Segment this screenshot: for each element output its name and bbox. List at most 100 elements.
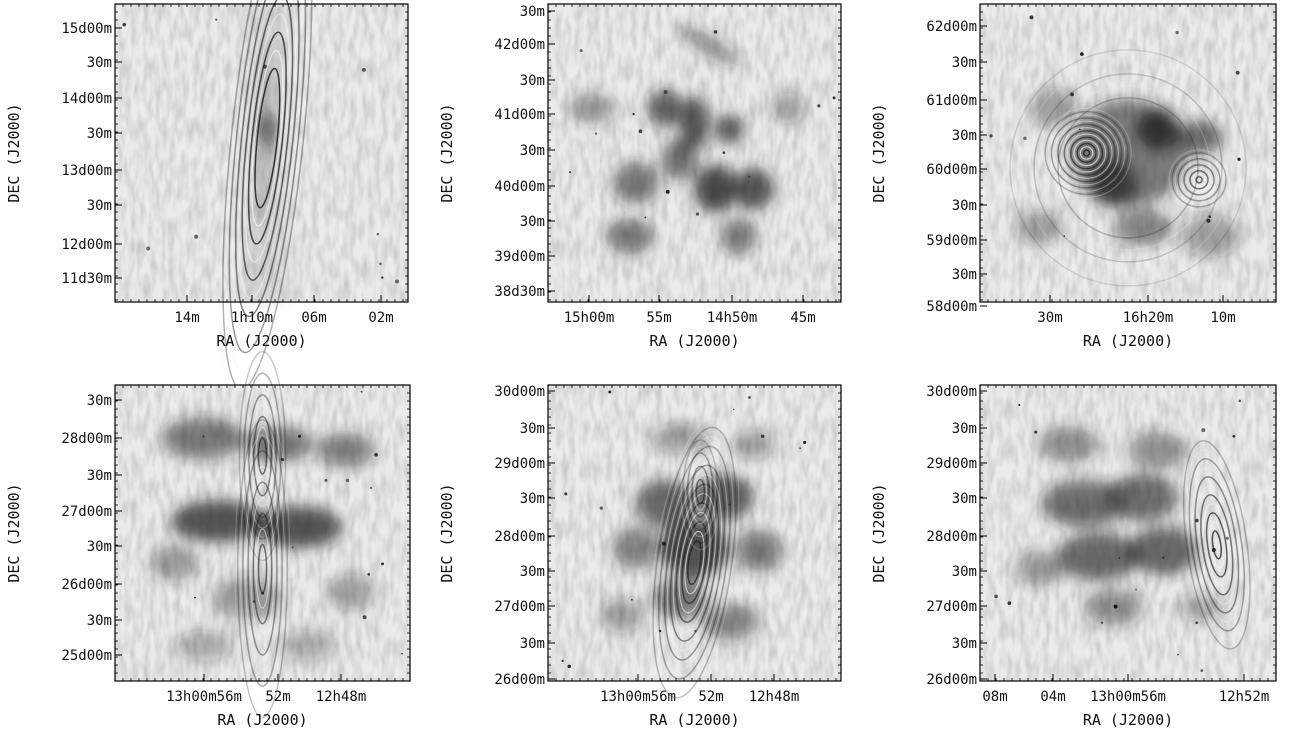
x-axis-label: RA (J2000): [1083, 711, 1173, 729]
y-tick-label: 30m: [520, 143, 545, 159]
y-tick-label: 61d00m: [926, 93, 977, 109]
x-tick-label: 14m: [174, 310, 199, 326]
x-tick-label: 16h20m: [1123, 310, 1174, 326]
panel-6: 08m 04m 13h00m56m 12h52m 30d00m 30m 29d00m 30m 2…: [870, 384, 1277, 729]
minor-ticks: [115, 385, 410, 681]
y-tick-label: 15d00m: [61, 21, 112, 37]
panel-4: 13h00m56m 52m 12h48m 30m 28d00m 30m 27d00m 30m 2…: [5, 350, 411, 734]
y-tick-label: 30m: [87, 393, 112, 409]
x-tick-label: 12h48m: [749, 689, 800, 705]
radio-map-image: [980, 385, 1276, 681]
y-tick-label: 30m: [87, 55, 112, 71]
point-sources: [561, 390, 807, 669]
y-axis-label: DEC (J2000): [5, 103, 23, 202]
y-tick-label: 30m: [952, 421, 977, 437]
y-tick-label: 28d00m: [494, 529, 545, 545]
outer-rings: [997, 37, 1259, 299]
y-tick-label: 30m: [87, 198, 112, 214]
y-axis-label: DEC (J2000): [438, 103, 456, 202]
diffuse-emission: [600, 423, 783, 640]
y-tick-label: 30m: [952, 491, 977, 507]
x-tick-label: 06m: [301, 310, 326, 326]
y-tick-label: 13d00m: [61, 163, 112, 179]
y-tick-label: 58d00m: [926, 299, 977, 315]
y-tick-label: 30m: [520, 73, 545, 89]
panel-5: 13h00m56m 52m 12h48m 30d00m 30m 29d00m 30m 28d0…: [438, 384, 842, 729]
y-tick-label: 29d00m: [926, 456, 977, 472]
x-tick-label: 13h00m56m: [1090, 689, 1166, 705]
x-tick-label: 08m: [982, 689, 1007, 705]
y-tick-label: 11d30m: [61, 271, 112, 287]
point-sources: [989, 15, 1241, 237]
x-axis-label: RA (J2000): [217, 711, 307, 729]
y-tick-label: 30m: [952, 198, 977, 214]
x-tick-label: 13h00m56m: [166, 689, 242, 705]
point-sources: [569, 30, 836, 219]
y-tick-label: 62d00m: [926, 19, 977, 35]
minor-ticks: [115, 4, 408, 302]
plot-frame: [547, 3, 842, 303]
ring-artifacts-right: [1168, 149, 1230, 211]
y-tick-label: 25d00m: [61, 648, 112, 664]
y-tick-label: 30d00m: [926, 384, 977, 400]
x-tick-label: 12h52m: [1219, 689, 1270, 705]
y-tick-label: 60d00m: [926, 162, 977, 178]
x-tick-label: 14h50m: [707, 310, 758, 326]
y-tick-label: 40d00m: [494, 179, 545, 195]
ring-artifacts-top: [238, 350, 287, 562]
y-tick-label: 30m: [87, 539, 112, 555]
y-tick-label: 30m: [87, 468, 112, 484]
y-tick-label: 30m: [520, 491, 545, 507]
point-sources: [122, 18, 400, 284]
y-tick-label: 27d00m: [61, 504, 112, 520]
y-tick-label: 30m: [87, 613, 112, 629]
plot-frame: [114, 3, 409, 303]
x-axis-label: RA (J2000): [1083, 332, 1173, 350]
ring-artifacts-mid: [234, 403, 291, 734]
ring-artifacts: [1182, 440, 1251, 650]
panel-1: 14m 1h10m 06m 02m 15d00m 30m 14d00m 30m 13d00m 30…: [5, 0, 409, 408]
y-tick-label: 30m: [952, 564, 977, 580]
x-tick-label: 45m: [790, 310, 815, 326]
diffuse-emission: [1015, 87, 1241, 258]
panel-2: 15h00m 55m 14h50m 45m 30m 42d00m 30m 41d00m 30m 4…: [438, 3, 842, 350]
ring-artifacts-upper: [680, 432, 721, 551]
x-tick-label: 1h10m: [231, 310, 273, 326]
y-tick-label: 38d30m: [494, 284, 545, 300]
radio-map-image: [115, 0, 408, 408]
y-tick-label: 26d00m: [494, 672, 545, 688]
y-tick-label: 29d00m: [494, 456, 545, 472]
x-axis-label: RA (J2000): [216, 332, 306, 350]
radio-map-image: [548, 385, 841, 708]
y-tick-label: 30m: [87, 126, 112, 142]
radio-map-image: [115, 350, 410, 734]
minor-ticks: [548, 4, 841, 302]
point-sources: [994, 399, 1242, 672]
y-axis-label: DEC (J2000): [5, 483, 23, 582]
y-tick-label: 39d00m: [494, 249, 545, 265]
y-tick-label: 28d00m: [926, 529, 977, 545]
y-tick-label: 42d00m: [494, 37, 545, 53]
x-tick-label: 02m: [368, 310, 393, 326]
minor-ticks: [548, 385, 841, 681]
x-tick-label: 52m: [265, 689, 290, 705]
y-tick-label: 30m: [952, 636, 977, 652]
x-tick-label: 15h00m: [564, 310, 615, 326]
y-axis-label: DEC (J2000): [870, 483, 888, 582]
y-tick-label: 30d00m: [494, 384, 545, 400]
point-sources: [194, 390, 403, 655]
x-tick-label: 55m: [646, 310, 671, 326]
radio-map-image: [980, 4, 1276, 302]
diffuse-emission: [568, 26, 806, 255]
y-tick-label: 30m: [520, 214, 545, 230]
minor-ticks: [980, 385, 1276, 681]
radio-map-image: [548, 4, 841, 302]
x-axis-label: RA (J2000): [649, 332, 739, 350]
y-tick-label: 30m: [520, 564, 545, 580]
ring-artifacts-left: [1041, 107, 1132, 199]
y-tick-label: 28d00m: [61, 431, 112, 447]
plot-frame: [114, 384, 411, 682]
x-tick-label: 12h48m: [316, 689, 367, 705]
x-tick-label: 04m: [1040, 689, 1065, 705]
y-tick-label: 30m: [952, 55, 977, 71]
